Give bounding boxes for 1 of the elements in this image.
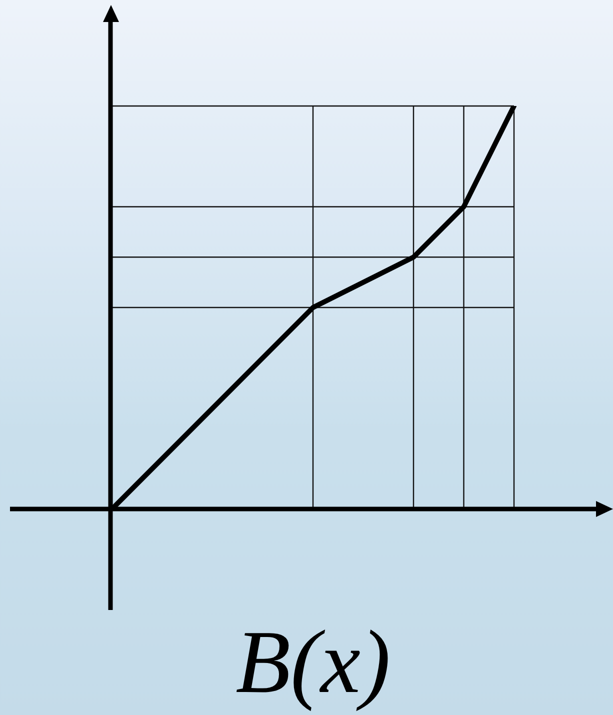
text: B(x) [236, 613, 390, 712]
